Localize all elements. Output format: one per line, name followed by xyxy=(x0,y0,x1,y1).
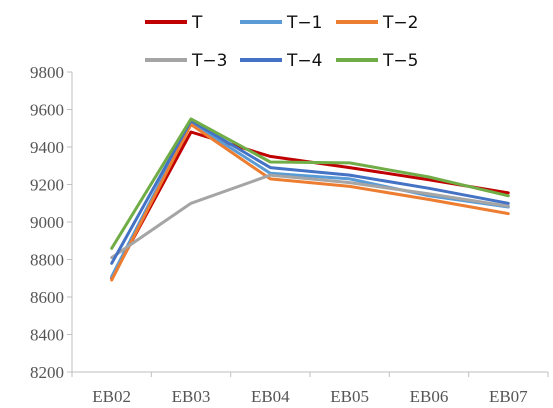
series-line-2 xyxy=(110,123,510,282)
legend-label-1: T−1 xyxy=(286,13,322,33)
x-tick-label: EB04 xyxy=(251,387,290,406)
x-tick-label: EB05 xyxy=(330,387,369,406)
series-line-5 xyxy=(110,117,510,250)
legend-label-2: T−2 xyxy=(382,13,418,33)
y-tick-label: 8600 xyxy=(30,288,64,307)
legend-label-0: T xyxy=(191,13,203,33)
x-axis: EB02 EB03 EB04 EB05 EB06 EB07 xyxy=(71,371,549,406)
y-tick-label: 8800 xyxy=(30,251,64,270)
legend: T T−1 T−2 T−3 T−4 T−5 xyxy=(145,13,418,71)
y-axis: 8200 8400 8600 8800 9000 9200 9400 9600 9800 xyxy=(30,63,73,382)
y-tick-label: 9400 xyxy=(30,138,64,157)
y-tick-label: 8400 xyxy=(30,326,64,345)
y-tick-label: 9000 xyxy=(30,213,64,232)
y-tick-label: 9800 xyxy=(30,63,64,82)
legend-label-5: T−5 xyxy=(382,51,418,71)
series-line-1 xyxy=(110,121,510,278)
x-tick-label: EB06 xyxy=(410,387,449,406)
x-tick-label: EB07 xyxy=(489,387,528,406)
legend-label-4: T−4 xyxy=(286,51,322,71)
series-line-4 xyxy=(110,119,510,265)
y-tick-label: 8200 xyxy=(30,363,64,382)
x-tick-label: EB03 xyxy=(172,387,211,406)
x-tick-label: EB02 xyxy=(92,387,131,406)
legend-label-3: T−3 xyxy=(191,51,227,71)
y-tick-label: 9200 xyxy=(30,176,64,195)
series-line-3 xyxy=(110,173,510,260)
series-lines xyxy=(110,117,510,282)
y-tick-label: 9600 xyxy=(30,101,64,120)
